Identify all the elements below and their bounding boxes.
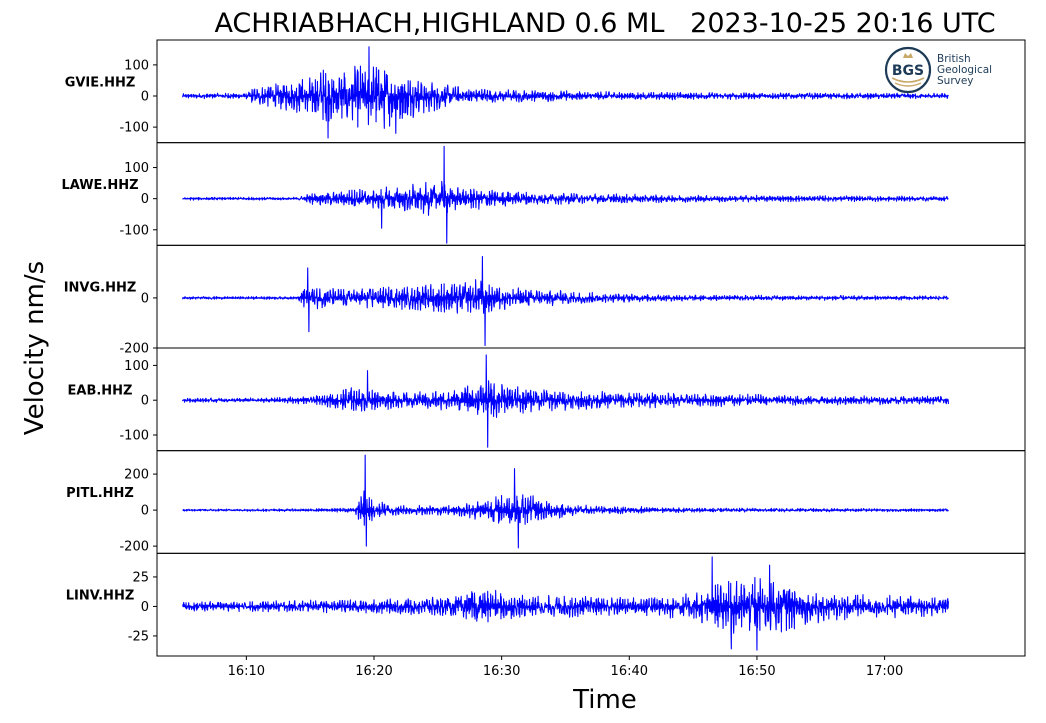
panel-frame — [156, 142, 1026, 246]
panel-pitl-hhz: 200 0 -200 PITL.HHZ — [66, 450, 1026, 555]
x-tick-label: 16:20 — [355, 664, 392, 679]
y-tick-label: -200 — [119, 342, 149, 357]
trace-pitl-hhz — [182, 454, 949, 549]
y-tick-label: 0 — [141, 504, 149, 519]
y-tick-label: 100 — [124, 359, 149, 374]
chart-title: ACHRIABHACH,HIGHLAND 0.6 ML 2023-10-25 2… — [214, 8, 995, 39]
y-tick-label: -100 — [119, 223, 149, 238]
y-tick-label: 100 — [124, 58, 149, 73]
trace-lawe-hhz — [182, 145, 949, 244]
station-label: GVIE.HHZ — [65, 75, 136, 90]
trace-linv-hhz — [182, 556, 949, 651]
x-tick-label: 16:30 — [483, 664, 520, 679]
logo-crown-icon — [903, 53, 913, 58]
logo-ring-icon — [884, 46, 932, 94]
y-tick-label: 0 — [141, 192, 149, 207]
x-axis: 16:10 16:20 16:30 16:40 16:50 17:00 — [228, 656, 903, 679]
panel-frame — [156, 450, 1026, 554]
y-tick-label: 0 — [141, 291, 149, 306]
y-tick-label: 0 — [141, 394, 149, 409]
panel-gvie-hhz: 100 0 -100 GVIE.HHZ — [65, 39, 1026, 144]
panel-lawe-hhz: 100 0 -100 LAWE.HHZ — [61, 142, 1026, 246]
logo-wave-icon — [891, 77, 925, 83]
y-tick-label: 0 — [141, 600, 149, 615]
station-label: PITL.HHZ — [66, 486, 134, 501]
y-tick-label: 100 — [124, 161, 149, 176]
y-tick-label: 25 — [132, 570, 149, 585]
station-label: EAB.HHZ — [68, 383, 133, 398]
y-tick-label: -200 — [119, 540, 149, 555]
station-label: INVG.HHZ — [64, 281, 137, 296]
logo-mark: BGS — [892, 63, 924, 79]
panel-invg-hhz: 0 -200 INVG.HHZ — [64, 244, 1026, 357]
y-tick-label: 200 — [124, 468, 149, 483]
logo-wave-icon — [894, 82, 922, 87]
y-axis-label: Velocity nm/s — [20, 261, 50, 435]
logo-text-line: Survey — [937, 75, 974, 87]
trace-eab-hhz — [182, 354, 949, 448]
x-axis-label: Time — [572, 685, 637, 715]
x-tick-label: 16:10 — [228, 664, 265, 679]
panel-frame — [156, 552, 1026, 657]
y-tick-label: -100 — [119, 121, 149, 136]
x-tick-label: 16:40 — [611, 664, 648, 679]
panel-linv-hhz: 25 0 -25 LINV.HHZ — [66, 552, 1026, 657]
y-tick-label: 0 — [141, 90, 149, 105]
x-tick-label: 17:00 — [866, 664, 903, 679]
panel-eab-hhz: 100 0 -100 EAB.HHZ — [68, 347, 1026, 452]
station-label: LINV.HHZ — [66, 589, 135, 604]
trace-invg-hhz — [181, 256, 949, 347]
logo-text-line: Geological — [937, 64, 992, 76]
x-tick-label: 16:50 — [738, 664, 775, 679]
station-label: LAWE.HHZ — [61, 178, 138, 193]
trace-gvie-hhz — [181, 46, 949, 139]
panels-group: 1000-100GVIE.HHZ1000-100LAWE.HHZ0-200INV… — [61, 39, 1026, 657]
y-tick-label: -100 — [119, 429, 149, 444]
logo-text-line: British — [937, 53, 971, 65]
y-tick-label: -25 — [128, 629, 149, 644]
